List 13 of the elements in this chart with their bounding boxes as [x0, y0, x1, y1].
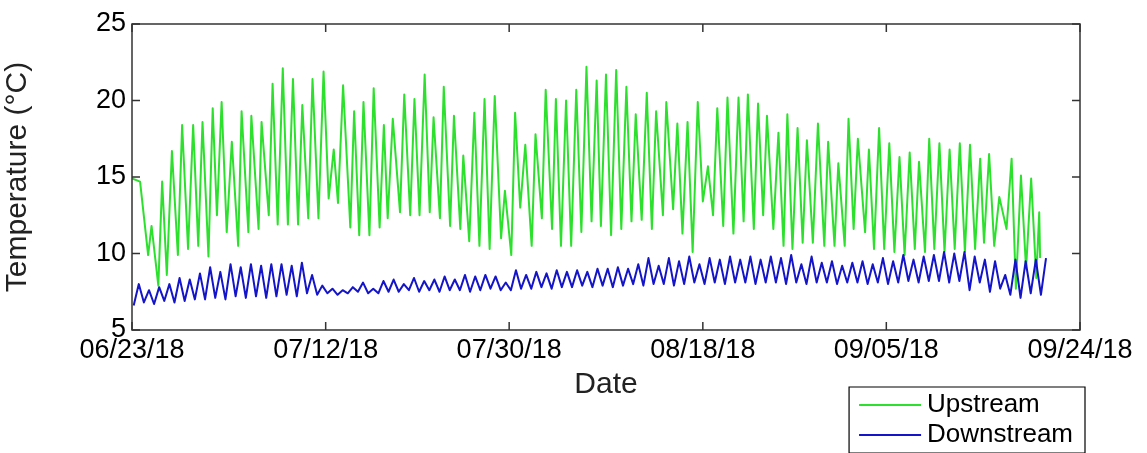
legend-label: Downstream [927, 418, 1073, 449]
x-tick-label: 07/12/18 [273, 333, 379, 364]
x-tick-label: 09/24/18 [1027, 333, 1133, 364]
x-tick-label: 08/18/18 [650, 333, 756, 364]
y-tick-label: 20 [95, 83, 126, 114]
x-axis-title: Date [574, 366, 638, 400]
y-tick-label: 10 [95, 236, 126, 267]
y-tick-label: 25 [95, 7, 126, 38]
y-axis-title: Temperature (°C) [0, 61, 33, 293]
x-tick-label: 09/05/18 [833, 333, 939, 364]
x-tick-label: 07/30/18 [456, 333, 562, 364]
y-tick-label: 15 [95, 160, 126, 191]
legend-label: Upstream [927, 388, 1040, 419]
